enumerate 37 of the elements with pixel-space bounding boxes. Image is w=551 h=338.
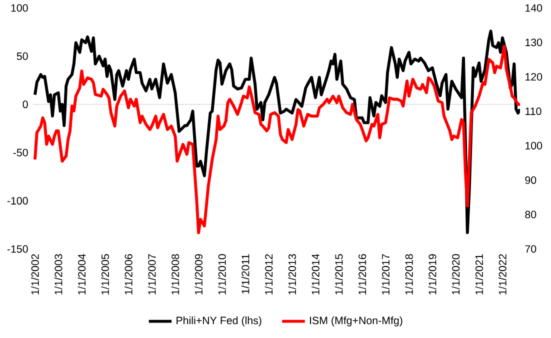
- x-tick-label: 1/1/2017: [382, 254, 390, 294]
- y2-tick-label: 100: [526, 142, 542, 150]
- x-tick-label: 1/1/2005: [101, 254, 109, 294]
- x-tick-label: 1/1/2002: [31, 254, 39, 294]
- legend-label: ISM (Mfg+Non-Mfg): [310, 316, 402, 326]
- x-tick-label: 1/1/2007: [148, 254, 156, 294]
- x-tick-label: 1/1/2012: [264, 254, 273, 294]
- x-tick-label: 1/1/2013: [288, 254, 296, 294]
- y-tick-label: 0: [22, 100, 28, 108]
- x-tick-label: 1/1/2018: [405, 254, 413, 294]
- x-tick-label: 1/1/2009: [194, 254, 202, 294]
- x-tick-label: 1/1/2006: [124, 254, 132, 294]
- y2-tick-label: 130: [526, 38, 542, 46]
- x-tick-label: 1/1/2019: [428, 254, 436, 294]
- y2-tick-label: 70: [525, 245, 536, 253]
- y-tick-label: 100: [11, 4, 28, 12]
- x-tick-label: 1/1/2020: [452, 254, 460, 294]
- y2-tick-label: 110: [526, 108, 542, 116]
- y-tick-label: -100: [7, 197, 28, 205]
- x-tick-label: 1/1/2022: [498, 254, 506, 294]
- y2-tick-label: 120: [526, 73, 542, 81]
- y2-tick-label: 80: [525, 210, 536, 218]
- y-tick-label: -50: [13, 148, 28, 156]
- x-tick-label: 1/1/2011: [241, 254, 250, 294]
- x-tick-label: 1/1/2021: [475, 254, 484, 294]
- y2-tick-label: 140: [526, 4, 542, 12]
- y-tick-label: -150: [7, 245, 28, 253]
- x-tick-label: 1/1/2010: [218, 254, 226, 294]
- x-tick-label: 1/1/2015: [334, 254, 343, 294]
- x-tick-label: 1/1/2004: [78, 254, 86, 294]
- x-tick-label: 1/1/2008: [171, 254, 180, 294]
- x-tick-label: 1/1/2016: [358, 254, 366, 294]
- x-tick-label: 1/1/2014: [312, 254, 320, 294]
- legend-label: Phili+NY Fed (lhs): [176, 316, 262, 326]
- y-tick-label: 50: [16, 52, 28, 60]
- x-tick-label: 1/1/2003: [54, 254, 62, 294]
- y2-tick-label: 90: [525, 176, 536, 184]
